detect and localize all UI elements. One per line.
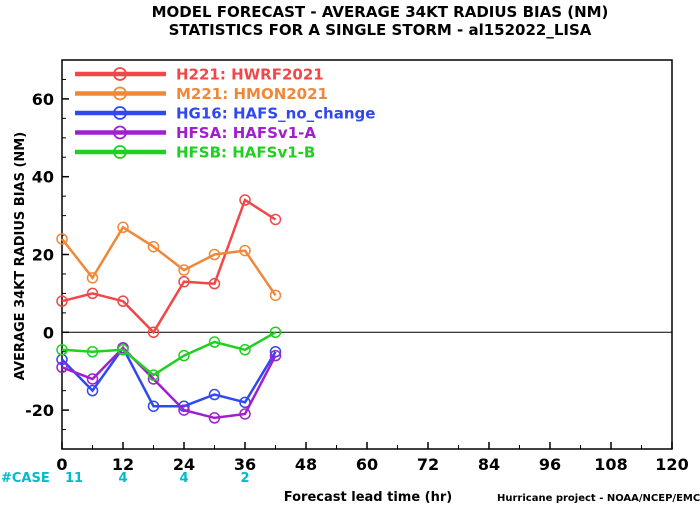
x-axis-label: Forecast lead time (hr) <box>284 490 452 505</box>
data-point <box>117 221 129 234</box>
y-tick-label: -20 <box>25 401 54 420</box>
data-point <box>117 344 129 356</box>
case-count: 2 <box>240 471 249 486</box>
series-line <box>61 331 277 377</box>
data-point <box>147 326 160 339</box>
legend-marker <box>113 86 127 101</box>
data-point <box>178 275 190 288</box>
case-count: 4 <box>179 471 188 486</box>
x-tick-label: 0 <box>56 455 67 474</box>
legend-label: H221: HWRF2021 <box>176 66 324 84</box>
x-tick-label: 72 <box>417 455 439 474</box>
chart-title: MODEL FORECAST - AVERAGE 34KT RADIUS BIA… <box>152 3 609 21</box>
data-point <box>178 264 190 276</box>
data-point <box>86 384 99 397</box>
data-point <box>147 369 160 381</box>
data-point <box>269 349 282 362</box>
data-point <box>86 346 99 358</box>
data-point <box>208 388 221 401</box>
data-point <box>269 289 282 302</box>
legend-label: HG16: HAFS_no_change <box>176 105 375 123</box>
data-point <box>178 404 190 416</box>
data-point <box>269 326 282 339</box>
legend-marker <box>113 106 127 120</box>
series-line <box>61 198 277 335</box>
data-point <box>86 373 99 385</box>
data-point <box>208 336 221 348</box>
x-tick-label: 120 <box>655 455 688 474</box>
data-point <box>86 272 99 284</box>
data-point <box>208 248 221 261</box>
legend-label: HFSB: HAFSv1-B <box>176 144 315 162</box>
legend-label: HFSA: HAFSv1-A <box>176 124 316 142</box>
legend-marker <box>113 125 127 140</box>
data-point <box>239 408 251 420</box>
data-point <box>269 213 282 226</box>
x-tick-label: 60 <box>356 455 378 474</box>
data-point <box>239 244 251 257</box>
data-point <box>147 240 160 253</box>
data-point <box>56 295 68 307</box>
data-point <box>117 295 129 307</box>
data-point <box>56 233 68 245</box>
chart-subtitle: STATISTICS FOR A SINGLE STORM - al152022… <box>169 21 592 39</box>
legend-label: M221: HMON2021 <box>176 85 328 103</box>
data-point <box>178 349 190 362</box>
credit-text: Hurricane project - NOAA/NCEP/EMC <box>497 493 700 504</box>
x-tick-label: 24 <box>173 455 195 474</box>
y-axis-label: AVERAGE 34KT RADIUS BIAS (NM) <box>13 132 28 380</box>
case-count: 4 <box>118 471 127 486</box>
series-line <box>61 225 277 297</box>
x-tick-label: 48 <box>295 455 317 474</box>
data-point <box>147 400 160 412</box>
legend-marker <box>113 67 127 81</box>
x-tick-label: 36 <box>234 455 256 474</box>
data-point <box>239 344 251 356</box>
x-tick-label: 84 <box>478 455 500 474</box>
data-point <box>239 194 251 206</box>
data-point <box>56 344 68 356</box>
data-point <box>208 277 221 290</box>
x-tick-label: 108 <box>594 455 627 474</box>
data-point <box>208 412 221 424</box>
case-label: #CASE <box>1 471 50 486</box>
y-tick-label: 40 <box>32 168 54 187</box>
case-count: 11 <box>65 471 83 486</box>
legend-marker <box>113 145 127 159</box>
data-point <box>86 287 99 300</box>
y-tick-label: 60 <box>32 90 54 109</box>
x-tick-label: 12 <box>112 455 134 474</box>
data-point <box>56 361 68 374</box>
x-tick-label: 96 <box>539 455 561 474</box>
y-tick-label: 20 <box>32 246 54 265</box>
y-tick-label: 0 <box>43 323 54 342</box>
